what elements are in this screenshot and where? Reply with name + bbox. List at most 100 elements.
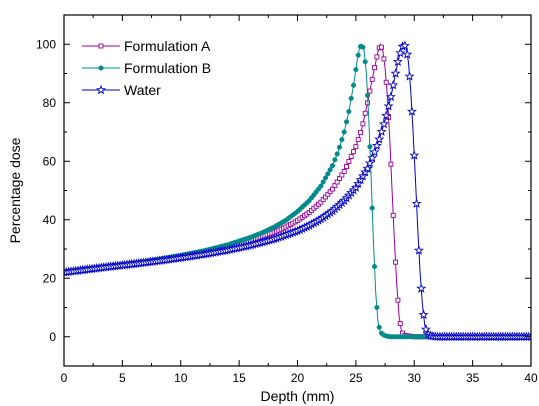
x-tick-label: 0 bbox=[61, 371, 68, 385]
data-point bbox=[385, 91, 396, 102]
data-point bbox=[369, 205, 375, 211]
legend-label: Formulation B bbox=[124, 60, 211, 76]
y-tick-label: 40 bbox=[43, 213, 57, 227]
data-point bbox=[367, 88, 373, 94]
data-point bbox=[344, 164, 349, 169]
legend-label: Formulation A bbox=[124, 38, 211, 54]
data-point bbox=[399, 40, 410, 50]
data-point bbox=[367, 152, 378, 163]
data-point bbox=[325, 171, 331, 177]
data-point bbox=[362, 59, 368, 65]
data-point bbox=[341, 129, 347, 135]
data-point bbox=[336, 144, 343, 150]
data-point bbox=[372, 264, 378, 270]
data-point bbox=[351, 149, 356, 155]
data-point bbox=[364, 158, 375, 168]
data-point bbox=[374, 54, 380, 60]
data-point bbox=[360, 44, 366, 50]
data-point bbox=[406, 106, 417, 116]
data-point bbox=[390, 68, 401, 78]
data-point bbox=[360, 121, 366, 127]
x-tick-label: 40 bbox=[524, 371, 538, 385]
data-point bbox=[348, 95, 354, 101]
data-point bbox=[411, 198, 422, 208]
y-tick-label: 20 bbox=[43, 271, 57, 285]
y-tick-label: 0 bbox=[49, 330, 56, 344]
data-point bbox=[376, 324, 382, 330]
data-point bbox=[388, 161, 394, 167]
data-point bbox=[374, 134, 385, 144]
data-point bbox=[381, 110, 392, 120]
data-point bbox=[358, 130, 363, 136]
data-point bbox=[395, 297, 401, 303]
y-tick-label: 100 bbox=[36, 37, 56, 51]
data-point bbox=[381, 56, 387, 62]
data-point bbox=[353, 144, 359, 150]
legend-item: Formulation A bbox=[82, 38, 211, 54]
data-point bbox=[318, 183, 324, 189]
y-axis-title: Percentage dose bbox=[7, 137, 23, 243]
x-tick-label: 10 bbox=[174, 371, 188, 385]
data-point bbox=[348, 154, 354, 160]
data-point bbox=[383, 79, 389, 85]
legend-marker bbox=[98, 43, 104, 49]
data-point bbox=[367, 144, 373, 150]
data-point bbox=[418, 309, 429, 320]
legend-label: Water bbox=[124, 82, 161, 98]
data-point bbox=[376, 126, 387, 136]
legend-item: Formulation B bbox=[82, 60, 211, 76]
data-point bbox=[395, 47, 406, 58]
x-tick-label: 15 bbox=[232, 371, 246, 385]
data-point bbox=[402, 49, 413, 59]
data-point bbox=[383, 100, 394, 111]
legend-marker bbox=[96, 84, 106, 95]
data-point bbox=[420, 324, 431, 334]
data-point bbox=[362, 110, 368, 116]
data-point bbox=[339, 137, 345, 143]
y-tick-label: 60 bbox=[43, 154, 57, 168]
data-point bbox=[334, 151, 340, 157]
ticks-layer: 0 5 10 15 20 25 30 35 40 0 20 40 60 80 100 bbox=[36, 14, 538, 385]
data-point bbox=[409, 150, 420, 160]
data-point bbox=[322, 175, 329, 181]
x-tick-label: 5 bbox=[119, 371, 126, 385]
data-point bbox=[372, 65, 378, 71]
data-point bbox=[355, 52, 361, 58]
data-point bbox=[416, 283, 427, 293]
data-point bbox=[369, 146, 380, 157]
x-axis-title: Depth (mm) bbox=[261, 388, 335, 404]
data-point bbox=[346, 108, 352, 115]
x-tick-label: 30 bbox=[408, 371, 422, 385]
data-point bbox=[350, 82, 357, 88]
data-point bbox=[388, 79, 399, 90]
y-tick-label: 80 bbox=[43, 96, 57, 110]
data-point bbox=[397, 321, 403, 327]
data-point bbox=[390, 212, 396, 218]
legend-item: Water bbox=[82, 82, 161, 98]
data-point bbox=[355, 137, 361, 143]
data-point bbox=[404, 71, 415, 81]
data-point bbox=[332, 157, 338, 163]
data-point bbox=[379, 44, 385, 50]
legend-marker bbox=[98, 65, 104, 71]
data-point bbox=[413, 245, 424, 255]
x-tick-label: 35 bbox=[466, 371, 480, 385]
series-layer bbox=[64, 40, 531, 342]
data-point bbox=[362, 163, 373, 173]
data-point bbox=[320, 179, 326, 185]
data-point bbox=[374, 304, 380, 311]
data-point bbox=[327, 167, 333, 173]
data-point bbox=[329, 163, 336, 169]
data-point bbox=[343, 119, 350, 125]
x-tick-label: 20 bbox=[291, 371, 305, 385]
data-point bbox=[365, 92, 371, 98]
data-point bbox=[369, 76, 375, 82]
data-point bbox=[341, 169, 347, 174]
data-point bbox=[378, 118, 389, 129]
data-point bbox=[346, 159, 352, 164]
data-point bbox=[353, 67, 359, 73]
data-point bbox=[371, 140, 382, 150]
data-point bbox=[392, 56, 403, 67]
legend: Formulation A Formulation B Water bbox=[82, 38, 211, 98]
